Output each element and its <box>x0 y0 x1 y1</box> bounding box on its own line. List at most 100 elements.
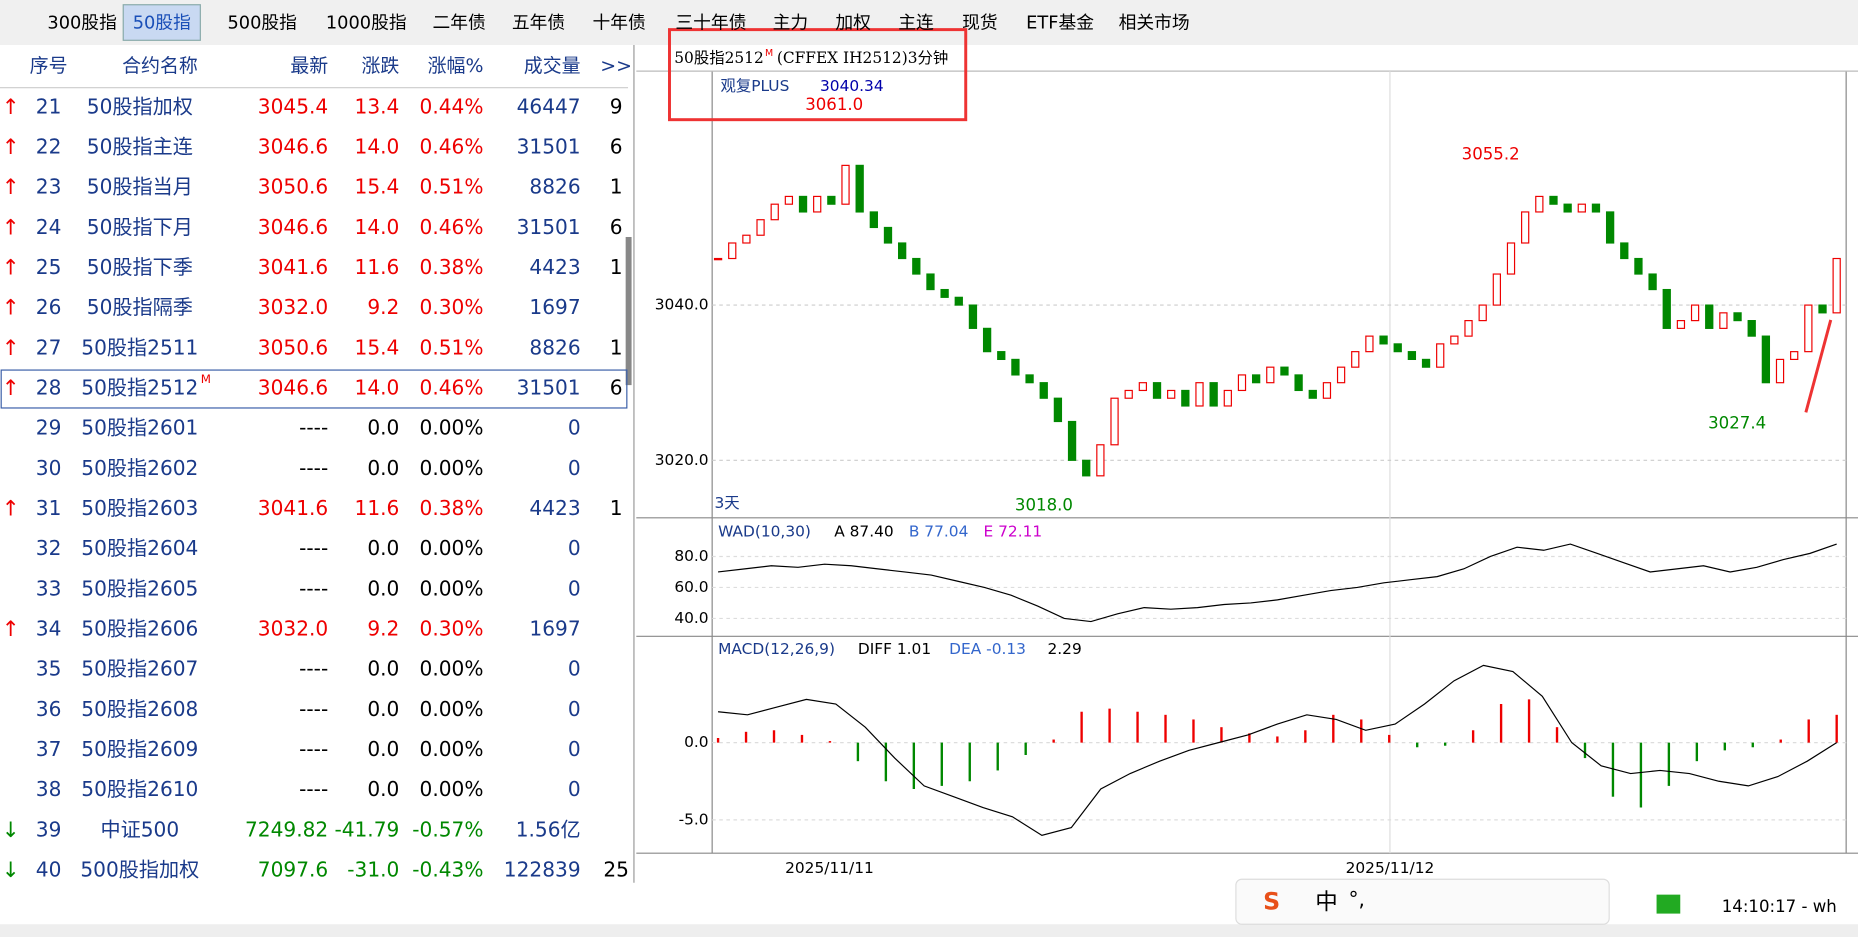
tab[interactable]: 五年债 <box>512 13 565 34</box>
candle <box>1251 374 1261 384</box>
cell: 1697 <box>529 295 580 319</box>
tab[interactable]: 500股指 <box>228 13 297 34</box>
column-header[interactable]: 涨跌 <box>361 55 399 77</box>
cell: 31501 <box>517 215 581 239</box>
tab[interactable]: 300股指 <box>47 13 116 34</box>
cell[interactable]: 50股指2601 <box>81 416 198 440</box>
cell: ---- <box>299 697 328 721</box>
cell[interactable]: 50股指2511 <box>81 335 198 359</box>
cell[interactable]: 50股指2512 <box>81 376 198 400</box>
cell: 0.46% <box>420 376 484 400</box>
ime-bar[interactable] <box>1235 878 1610 925</box>
cell[interactable]: 50股指2607 <box>81 657 198 681</box>
cell: 14.0 <box>355 135 400 159</box>
candle <box>1662 288 1671 329</box>
cell[interactable]: 50股指2610 <box>81 777 198 801</box>
candle <box>940 288 949 298</box>
ime-punct[interactable]: °, <box>1348 887 1364 911</box>
column-header[interactable]: >> <box>600 55 632 77</box>
cell: 31 <box>36 496 62 520</box>
cell[interactable]: 50股指下季 <box>87 255 193 279</box>
cell: 0.00% <box>420 737 484 761</box>
scrollbar[interactable] <box>625 236 632 386</box>
candle <box>1605 211 1615 244</box>
tab[interactable]: 加权 <box>835 13 871 34</box>
candle <box>798 195 808 213</box>
column-header[interactable]: 合约名称 <box>122 55 198 77</box>
cell[interactable]: 50股指2603 <box>81 496 198 520</box>
candle <box>1818 304 1827 314</box>
tab[interactable]: 二年债 <box>433 13 486 34</box>
cell: 14.0 <box>355 376 400 400</box>
candle <box>1577 203 1586 213</box>
candle <box>1011 358 1020 376</box>
cell: 3032.0 <box>258 617 328 641</box>
cell: 7097.6 <box>258 858 328 882</box>
cell[interactable]: 50股指隔季 <box>87 295 193 319</box>
cell: 3041.6 <box>258 496 328 520</box>
candle <box>1138 382 1148 392</box>
cell[interactable]: 500股指加权 <box>80 858 199 882</box>
cell[interactable]: 50股指当月 <box>87 175 193 199</box>
candle <box>742 234 751 244</box>
column-header[interactable]: 涨幅% <box>428 55 484 77</box>
cell: 1.56亿 <box>516 817 581 841</box>
candle <box>954 296 963 306</box>
column-header[interactable]: 最新 <box>290 55 328 77</box>
column-header[interactable]: 成交量 <box>524 55 581 77</box>
cell: 122839 <box>504 858 581 882</box>
tab[interactable]: 1000股指 <box>326 13 407 34</box>
cell[interactable]: 50股指2606 <box>81 617 198 641</box>
tab[interactable]: 三十年债 <box>675 13 746 34</box>
cell: 15.4 <box>355 335 400 359</box>
candle <box>728 242 737 260</box>
cell: 31501 <box>517 376 581 400</box>
indicator: 观复PLUS <box>720 77 789 95</box>
cell[interactable]: 50股指2604 <box>81 536 198 560</box>
cell[interactable]: 50股指主连 <box>87 135 193 159</box>
cell: 3045.4 <box>258 94 328 118</box>
tab[interactable]: 相关市场 <box>1119 13 1190 34</box>
cell: 35 <box>36 657 62 681</box>
cell: 0.30% <box>420 295 484 319</box>
tab[interactable]: 十年债 <box>592 13 645 34</box>
cell[interactable]: 50股指加权 <box>87 94 193 118</box>
candle <box>756 219 765 236</box>
cell[interactable]: 50股指2608 <box>81 697 198 721</box>
candle <box>1053 397 1063 423</box>
candle <box>1464 320 1473 337</box>
cell: ---- <box>299 777 328 801</box>
candle <box>1039 382 1048 399</box>
macd-label: MACD(12,26,9) <box>718 640 835 658</box>
cell[interactable]: 中证500 <box>100 817 179 841</box>
cell: 15.4 <box>355 175 400 199</box>
tab[interactable]: 50股指 <box>133 13 191 34</box>
tab[interactable]: 现货 <box>962 13 998 34</box>
tab[interactable]: 主力 <box>773 13 809 34</box>
cell: 0.44% <box>420 94 484 118</box>
cell: 37 <box>36 737 62 761</box>
candle <box>926 273 935 291</box>
trend-arrow: ↓ <box>2 818 20 843</box>
tray-icon[interactable] <box>1656 894 1681 914</box>
cell: 9.2 <box>367 295 399 319</box>
ime-mode[interactable]: 中 <box>1315 889 1338 915</box>
trend-arrow: ↑ <box>2 336 20 361</box>
cell: 25 <box>36 255 62 279</box>
cell[interactable]: 50股指2602 <box>81 456 198 480</box>
cell: 9 <box>610 94 623 118</box>
candle <box>1152 382 1162 399</box>
cell[interactable]: 50股指2605 <box>81 576 198 600</box>
column-header[interactable]: 序号 <box>30 55 68 77</box>
cell: -0.57% <box>412 817 483 841</box>
cell: 36 <box>36 697 62 721</box>
tab[interactable]: ETF基金 <box>1026 13 1094 34</box>
cell: 0 <box>568 737 581 761</box>
tab[interactable]: 主连 <box>898 13 934 34</box>
candle <box>1648 273 1657 291</box>
cell[interactable]: 50股指下月 <box>87 215 193 239</box>
candle <box>770 203 779 221</box>
candle <box>1294 374 1303 392</box>
candle <box>1336 366 1346 384</box>
cell[interactable]: 50股指2609 <box>81 737 198 761</box>
